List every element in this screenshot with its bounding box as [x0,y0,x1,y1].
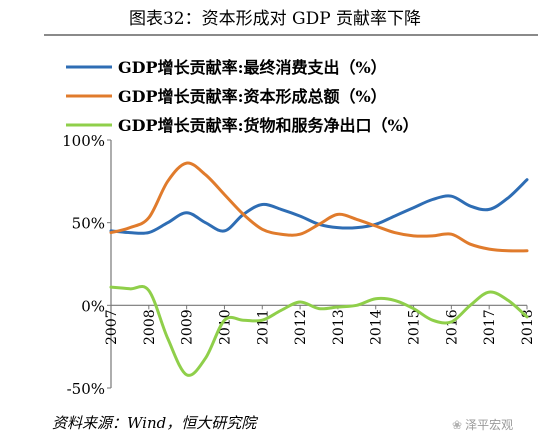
legend-label: GDP增长贡献率:资本形成总额（%） [118,87,387,106]
legend: GDP增长贡献率:最终消费支出（%） GDP增长贡献率:资本形成总额（%） GDP增… [66,58,419,135]
series-line-2 [109,161,529,253]
x-tick-label: 2009 [180,309,196,345]
source-note: 资料来源：Wind，恒大研究院 [52,414,257,432]
x-tick-label: 2014 [369,309,385,345]
x-tick-label: 2015 [407,309,423,345]
title-divider [44,34,538,36]
axes: 100%50%0%-50%2007 2008 2009 2010 2011 2012 201… [62,132,536,398]
watermark: ❀ 泽平宏观 [452,416,513,433]
x-tick-label: 2007 [104,309,120,345]
y-tick-label: -50% [67,380,105,398]
legend-label: GDP增长贡献率:最终消费支出（%） [118,58,387,77]
x-tick-label: 2008 [142,309,158,345]
x-tick-label: 2013 [331,309,347,345]
y-tick-label: 50% [72,215,105,233]
chart-title: 图表32：资本形成对 GDP 贡献率下降 [128,9,422,29]
y-tick-label: 100% [62,132,105,150]
series-lines [109,161,529,377]
series-line-3 [109,284,529,377]
watermark-text: 泽平宏观 [465,418,514,432]
x-tick-label: 2016 [444,309,460,345]
x-tick-label: 2011 [255,309,271,345]
x-tick-label: 2018 [520,309,536,345]
y-tick-label: 0% [81,297,105,315]
wechat-icon: ❀ [452,417,463,432]
legend-label: GDP增长贡献率:货物和服务净出口（%） [118,116,419,135]
x-tick-label: 2017 [482,309,498,345]
x-tick-label: 2012 [293,309,309,345]
